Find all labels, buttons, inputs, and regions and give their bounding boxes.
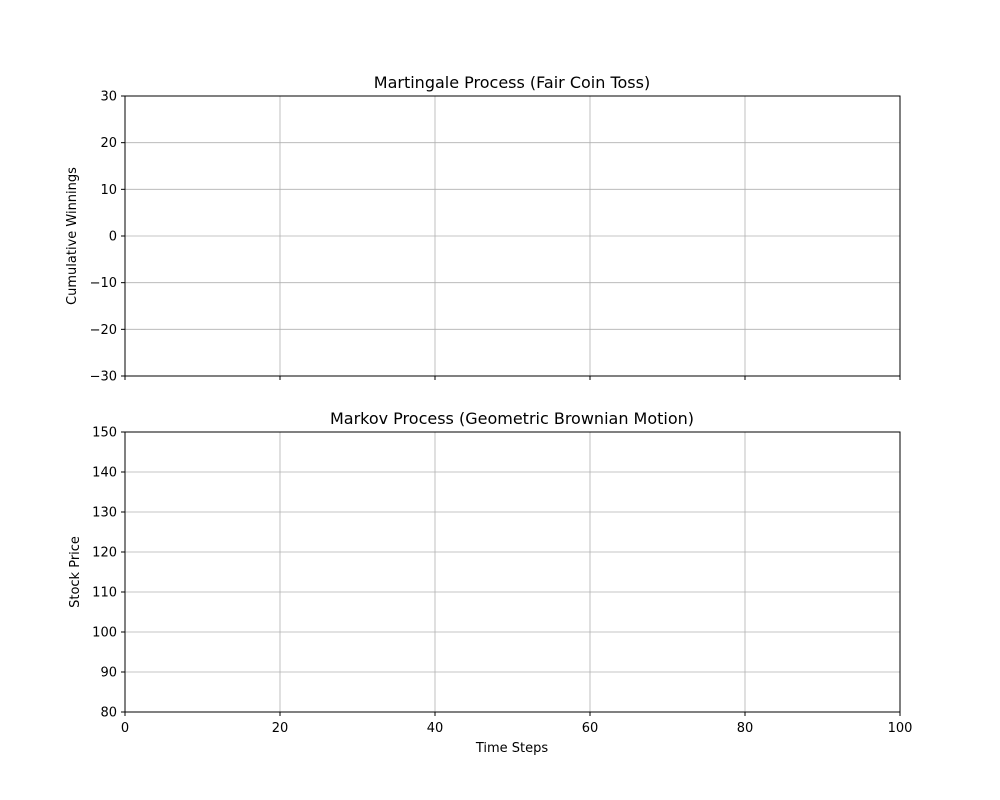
x-tick-label: 80: [737, 721, 754, 736]
martingale-subplot: Martingale Process (Fair Coin Toss) Cumu…: [65, 73, 901, 385]
y-tick-label: 10: [100, 183, 117, 198]
y-tick-label: 30: [100, 90, 117, 105]
y-tick-label: −10: [90, 276, 117, 291]
y-tick-label: 100: [92, 626, 117, 641]
x-tick-label: 0: [121, 721, 129, 736]
y-axis-label: Cumulative Winnings: [65, 167, 80, 305]
y-tick-label: −20: [90, 323, 117, 338]
y-tick-label: 80: [100, 706, 117, 721]
x-axis-label: Time Steps: [475, 741, 549, 756]
y-tick-label: 120: [92, 546, 117, 561]
x-tick-label: 20: [272, 721, 289, 736]
subplot-title: Martingale Process (Fair Coin Toss): [374, 73, 650, 92]
y-axis-label: Stock Price: [68, 536, 83, 608]
y-tick-label: 140: [92, 466, 117, 481]
plot-frame: [124, 95, 901, 377]
y-tick-label: 0: [109, 230, 117, 245]
y-tick-label: −30: [90, 370, 117, 385]
x-tick-label: 40: [427, 721, 444, 736]
gridlines: [124, 95, 901, 377]
gridlines: [124, 431, 901, 713]
x-tick-label: 100: [888, 721, 913, 736]
y-tick-label: 130: [92, 506, 117, 521]
plot-frame: [124, 431, 901, 713]
y-tick-label: 90: [100, 666, 117, 681]
axis-ticks: 0 20 40 60 80 100 80 90 100 110 120 130 140 150: [92, 426, 912, 737]
subplot-title: Markov Process (Geometric Brownian Motio…: [330, 409, 694, 428]
y-tick-label: 110: [92, 586, 117, 601]
y-tick-label: 150: [92, 426, 117, 441]
x-tick-label: 60: [582, 721, 599, 736]
axis-ticks: −30 −20 −10 0 10 20 30: [90, 90, 901, 385]
markov-subplot: Markov Process (Geometric Brownian Motio…: [68, 409, 912, 756]
y-tick-label: 20: [100, 136, 117, 151]
